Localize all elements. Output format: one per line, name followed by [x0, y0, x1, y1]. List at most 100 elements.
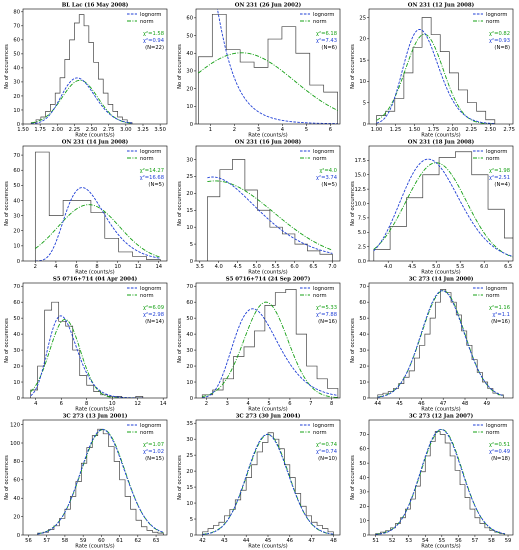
chi2-lognorm-label: χ²=0.94 — [143, 38, 165, 44]
y-tick-label: 70 — [186, 284, 193, 290]
x-tick-label: 60 — [98, 538, 105, 544]
y-tick-label: 10 — [13, 380, 20, 386]
x-tick-label: 56 — [455, 538, 462, 544]
y-tick-label: 25 — [186, 174, 193, 180]
y-axis-label: No of occurences — [177, 44, 183, 89]
histogram-steps — [34, 151, 161, 261]
x-tick-label: 58 — [62, 538, 69, 544]
y-tick-label: 0 — [17, 533, 20, 539]
y-tick-label: 7.5 — [358, 216, 366, 222]
y-tick-label: 10 — [186, 380, 193, 386]
x-tick-label: 2 — [205, 401, 208, 407]
y-tick-label: 40 — [13, 198, 20, 204]
chart-panel: 4.0 4.5 5.0 5.5 6.0 6.5 0.0 2.5 5.0 7.5 10.0 12.5 15… — [346, 137, 519, 276]
sample-count-label: (N=14) — [145, 319, 164, 325]
y-tick-label: 10 — [359, 518, 366, 524]
chart-panel: 1.00 1.25 1.50 1.75 2.00 2.25 2.50 2.75 0 5 10 15 20… — [346, 0, 519, 139]
y-tick-label: 25 — [186, 453, 193, 459]
y-axis-label: No of occurences — [350, 44, 356, 89]
x-axis-label: Rate (counts/s) — [421, 270, 460, 276]
chart-panel: 44 45 46 47 48 49 0 10 20 30 40 50 60 70 Rate (counts/… — [346, 274, 519, 413]
y-tick-label: 10.0 — [354, 201, 366, 207]
x-tick-label: 59 — [505, 538, 512, 544]
lognorm-fit-curve — [376, 28, 495, 124]
y-tick-label: 40 — [186, 332, 193, 338]
y-axis-label: No of occurences — [177, 181, 183, 226]
y-tick-label: 60 — [13, 300, 20, 306]
y-tick-label: 0 — [363, 396, 366, 402]
x-tick-label: 5.0 — [432, 264, 440, 270]
x-tick-label: 58 — [488, 538, 495, 544]
x-tick-label: 2.75 — [503, 127, 515, 133]
chi2-norm-label: χ²=1.16 — [489, 305, 510, 311]
chart-svg: 2 3 4 5 6 7 8 0 10 20 30 40 50 60 70 Rate (counts/s) No … — [177, 276, 341, 413]
x-tick-label: 1.75 — [428, 127, 440, 133]
y-tick-label: 0 — [190, 259, 193, 265]
y-tick-label: 30 — [186, 157, 193, 163]
legend-norm-label: norm — [486, 156, 500, 162]
x-tick-label: 6 — [60, 401, 63, 407]
legend-norm-label: norm — [486, 293, 500, 299]
chart-svg: 4 6 8 10 12 14 0 10 20 30 40 50 60 70 Rate (counts/s) N… — [4, 276, 168, 413]
lognorm-fit-curve — [202, 433, 334, 535]
y-tick-label: 40 — [359, 475, 366, 481]
chart-svg: 1.50 1.75 2.00 2.25 2.50 2.75 3.00 3.25 3.50 0 10 2… — [4, 2, 168, 139]
chi2-lognorm-label: χ²=16.68 — [140, 175, 164, 181]
y-tick-label: 20 — [186, 191, 193, 197]
chi2-norm-label: χ²=4.0 — [319, 168, 337, 174]
norm-fit-curve — [202, 301, 338, 398]
legend-lognorm-label: lognorm — [486, 149, 507, 155]
chart-title: ON 231 (14 Jun 2008) — [62, 139, 129, 146]
x-tick-label: 3.5 — [196, 264, 204, 270]
chart-panel: 2 3 4 5 6 7 8 0 10 20 30 40 50 60 70 Rate (counts/s) No … — [173, 274, 346, 413]
x-tick-label: 5 — [305, 127, 308, 133]
chi2-norm-label: χ²=0.51 — [489, 442, 510, 448]
chart-title: BL Lac (16 May 2008) — [62, 2, 129, 9]
histogram-steps — [375, 431, 506, 535]
sample-count-label: (N=16) — [318, 319, 337, 325]
legend-norm-label: norm — [140, 156, 154, 162]
sample-count-label: (N=15) — [145, 456, 164, 462]
chi2-lognorm-label: χ²=1.02 — [143, 449, 164, 455]
x-tick-label: 56 — [25, 538, 32, 544]
y-tick-label: 30 — [186, 348, 193, 354]
chi2-norm-label: χ²=0.74 — [316, 442, 338, 448]
y-tick-label: 0 — [17, 122, 20, 128]
lognorm-fit-curve — [207, 176, 333, 254]
x-tick-label: 4.0 — [215, 264, 223, 270]
y-tick-label: 12.5 — [354, 187, 366, 193]
x-tick-label: 48 — [462, 401, 469, 407]
x-tick-label: 46 — [418, 401, 425, 407]
y-tick-label: 5 — [190, 242, 193, 248]
y-axis-label: No of occurences — [4, 181, 10, 226]
x-tick-label: 3.00 — [120, 127, 132, 133]
y-tick-label: 30 — [13, 213, 20, 219]
y-tick-label: 80 — [13, 10, 20, 16]
y-axis-label: No of occurences — [4, 455, 10, 500]
x-axis-label: Rate (counts/s) — [75, 270, 114, 276]
sample-count-label: (N=10) — [318, 456, 337, 462]
x-tick-label: 8 — [330, 401, 333, 407]
y-tick-label: 0 — [190, 396, 193, 402]
x-tick-label: 57 — [43, 538, 50, 544]
sample-count-label: (N=22) — [145, 45, 164, 51]
plot-frame — [22, 419, 168, 536]
x-tick-label: 6 — [288, 401, 291, 407]
x-tick-label: 4.5 — [234, 264, 242, 270]
x-tick-label: 52 — [389, 538, 396, 544]
plot-frame — [195, 8, 341, 125]
y-tick-label: 10 — [186, 501, 193, 507]
y-tick-label: 25 — [359, 15, 366, 21]
x-tick-label: 61 — [116, 538, 123, 544]
x-tick-label: 1.75 — [34, 127, 46, 133]
y-tick-label: 20 — [186, 86, 193, 92]
y-tick-label: 15.0 — [354, 173, 366, 179]
y-tick-label: 50 — [13, 52, 20, 58]
y-tick-label: 50 — [13, 183, 20, 189]
x-tick-label: 6.5 — [504, 264, 512, 270]
y-tick-label: 60 — [186, 300, 193, 306]
y-tick-label: 40 — [186, 51, 193, 57]
chi2-norm-label: χ²=5.33 — [316, 305, 337, 311]
norm-fit-curve — [376, 33, 495, 124]
